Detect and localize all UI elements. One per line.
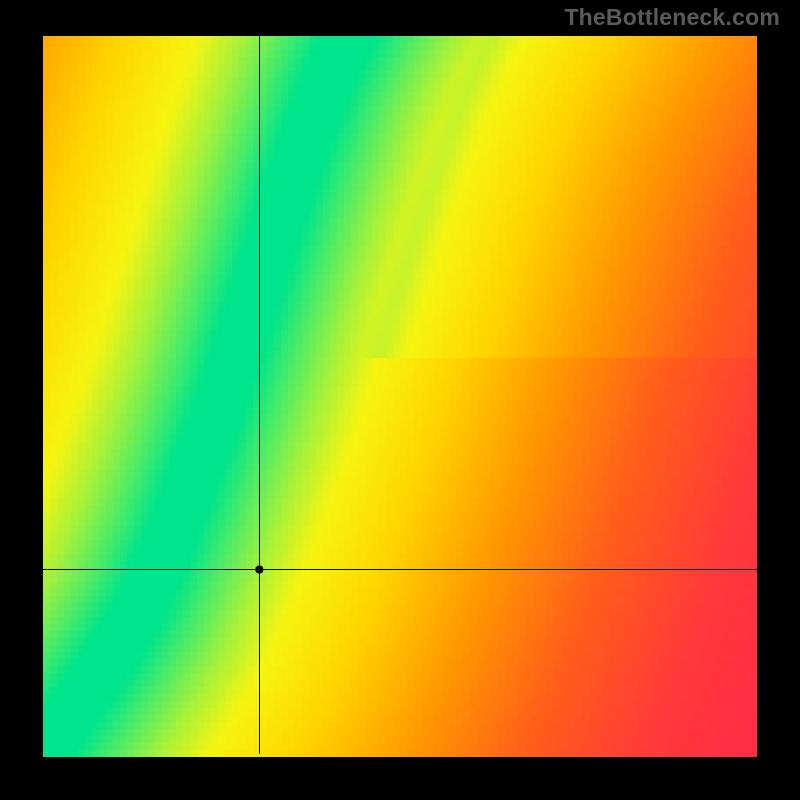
watermark-text: TheBottleneck.com: [564, 4, 780, 31]
bottleneck-heatmap: [0, 0, 800, 800]
